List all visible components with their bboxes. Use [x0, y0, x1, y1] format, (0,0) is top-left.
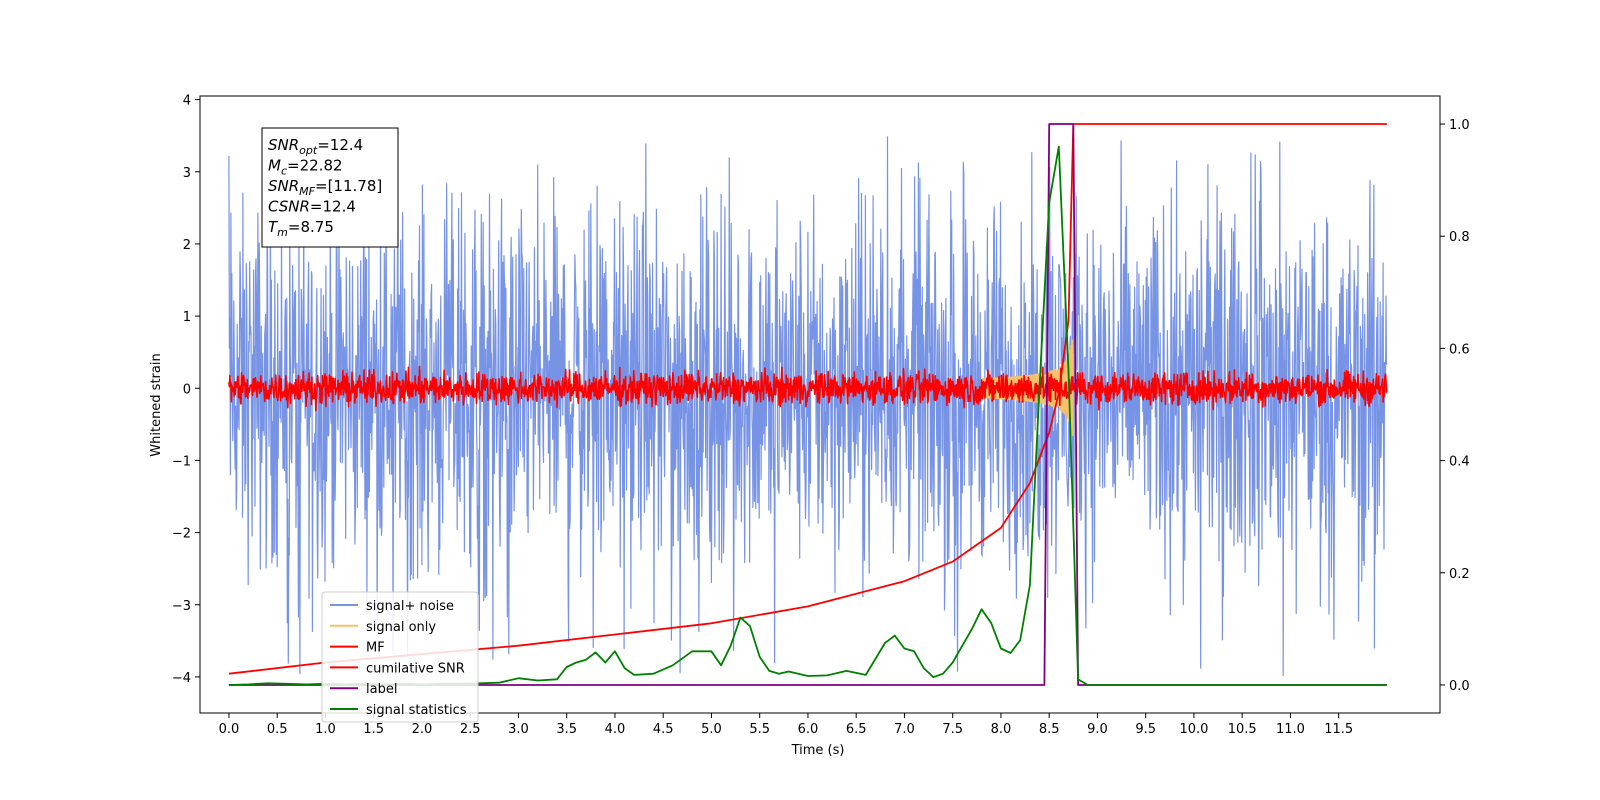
y-axis-label: Whitened strain: [149, 353, 164, 456]
y-tick-label-right: 0.6: [1449, 342, 1470, 357]
x-tick-label: 5.5: [749, 722, 770, 737]
x-tick-label: 10.5: [1228, 722, 1257, 737]
info-box-frame: [261, 127, 399, 248]
y-tick-label-left: 3: [183, 166, 191, 181]
info-line-snropt: SNRopt=12.4: [268, 136, 363, 157]
x-tick-label: 10.0: [1179, 722, 1208, 737]
x-tick-label: 11.5: [1324, 722, 1353, 737]
y-axis-left: 4 3 2 1 0 −1 −2 −3 −4: [172, 94, 200, 686]
x-tick-label: 8.0: [991, 722, 1012, 737]
legend-label-label: label: [366, 682, 397, 697]
x-tick-label: 9.0: [1087, 722, 1108, 737]
x-tick-label: 7.5: [942, 722, 963, 737]
y-tick-label-left: 0: [183, 382, 191, 397]
x-tick-label: 4.5: [653, 722, 674, 737]
y-axis-right: 1.0 0.8 0.6 0.4 0.2 0.0: [1440, 118, 1470, 694]
y-tick-label-left: 4: [183, 94, 191, 109]
y-tick-label-left: −2: [172, 527, 191, 542]
x-tick-label: 3.0: [508, 722, 529, 737]
x-tick-label: 1.0: [315, 722, 336, 737]
series-line-signal-noise: [228, 136, 1388, 677]
x-tick-label: 9.5: [1135, 722, 1156, 737]
y-tick-label-right: 1.0: [1449, 118, 1470, 133]
series-line-mf: [228, 365, 1388, 412]
x-tick-label: 0.0: [219, 722, 240, 737]
y-tick-label-left: −3: [172, 599, 191, 614]
x-tick-label: 7.0: [894, 722, 915, 737]
y-tick-label-left: −1: [172, 454, 191, 469]
x-tick-label: 1.5: [363, 722, 384, 737]
y-tick-label-right: 0.2: [1449, 567, 1470, 582]
y-tick-label-left: −4: [172, 671, 191, 686]
x-tick-label: 3.5: [556, 722, 577, 737]
y-tick-label-left: 1: [183, 310, 191, 325]
legend-label-mf: MF: [366, 641, 385, 656]
legend-label-cumilative-snr: cumilative SNR: [366, 661, 465, 676]
x-axis: 0.0 0.5 1.0 1.5 2.0 2.5 3.0 3.5 4.0 4.5 5.0 5.5 6.0 6…: [219, 713, 1353, 737]
legend-frame: [321, 591, 479, 723]
x-tick-label: 0.5: [267, 722, 288, 737]
info-line-snrmf: SNRMF=[11.78]: [268, 177, 382, 198]
x-tick-label: 4.0: [605, 722, 626, 737]
x-tick-label: 5.0: [701, 722, 722, 737]
x-tick-label: 6.5: [846, 722, 867, 737]
legend-label-signal-noise: signal+ noise: [366, 599, 454, 614]
plot-frame: [199, 95, 1441, 714]
x-tick-label: 6.0: [798, 722, 819, 737]
y-tick-label-right: 0.8: [1449, 230, 1470, 245]
x-tick-label: 2.0: [412, 722, 433, 737]
y-tick-label-right: 0.4: [1449, 455, 1470, 470]
legend: signal+ noise signal only MF cumilative SNR…: [321, 591, 479, 723]
x-tick-label: 2.5: [460, 722, 481, 737]
y-tick-label-left: 2: [183, 238, 191, 253]
x-axis-label: Time (s): [791, 743, 845, 758]
info-line-csnr: CSNR=12.4: [268, 198, 356, 216]
x-tick-label: 11.0: [1276, 722, 1305, 737]
y-tick-label-right: 0.0: [1449, 679, 1470, 694]
info-line-tm: Tm=8.75: [268, 218, 334, 239]
legend-label-signal-statistics: signal statistics: [366, 703, 467, 718]
info-line-mc: Mc=22.82: [268, 157, 343, 178]
info-box: SNRopt=12.4Mc=22.82SNRMF=[11.78]CSNR=12.…: [261, 127, 399, 248]
x-tick-label: 8.5: [1039, 722, 1060, 737]
legend-label-signal-only: signal only: [366, 620, 436, 635]
